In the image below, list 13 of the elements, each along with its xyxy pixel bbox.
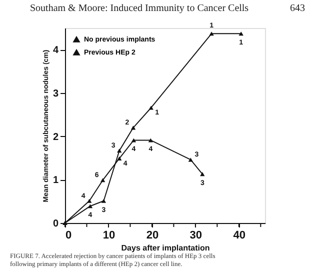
x-axis-title: Days after implantation xyxy=(121,244,210,252)
chart-title: Southam & Moore: Induced Immunity to Cancer Cells xyxy=(30,3,249,14)
x-tick-label: 40 xyxy=(233,230,246,242)
x-tick-label: 30 xyxy=(190,230,202,242)
y-tick-label: 3 xyxy=(52,88,59,100)
x-tick-label: 10 xyxy=(102,230,116,242)
x-tick-label: 20 xyxy=(146,230,159,242)
x-tick-label: 0 xyxy=(66,230,72,242)
y-tick-label: 1 xyxy=(52,175,59,186)
y-tick-label: 0 xyxy=(52,218,59,230)
y-tick-label: 4 xyxy=(52,45,59,56)
text: 643 xyxy=(290,3,305,14)
y-tick-label: 2 xyxy=(52,132,59,143)
